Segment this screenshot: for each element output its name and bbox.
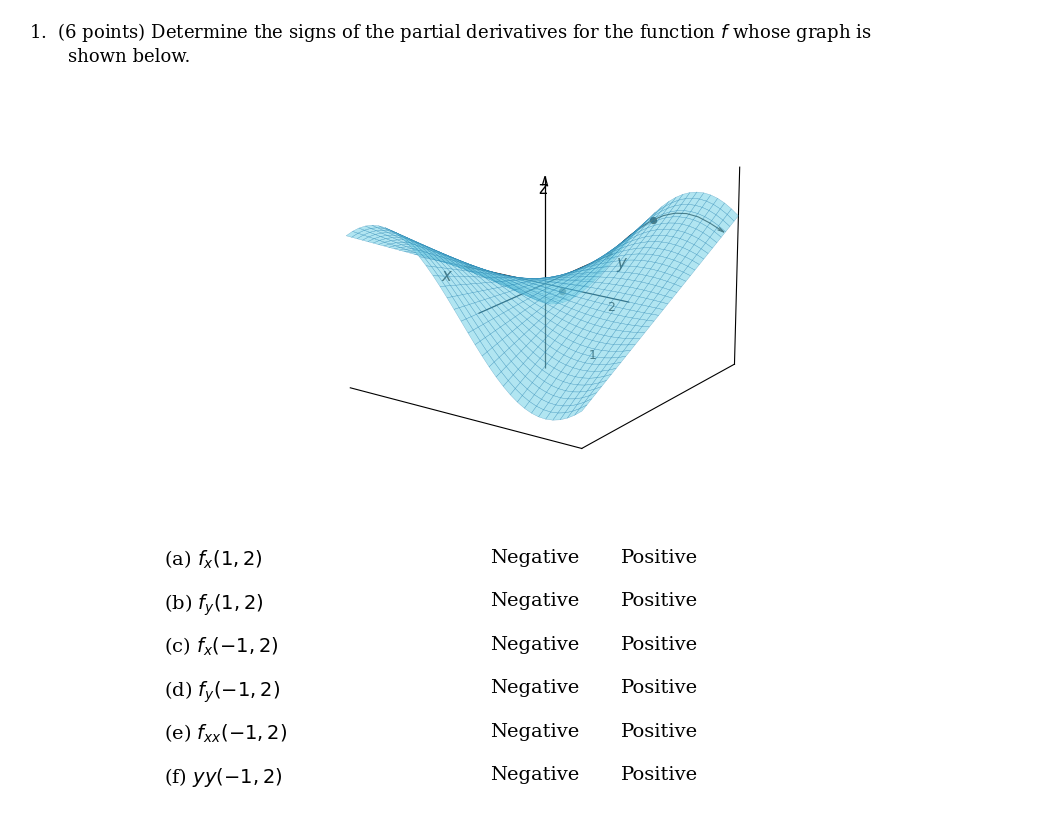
- Text: Positive: Positive: [621, 592, 697, 610]
- Text: Negative: Negative: [490, 679, 580, 697]
- Text: (e) $f_{xx}(-1, 2)$: (e) $f_{xx}(-1, 2)$: [164, 723, 287, 745]
- Text: Positive: Positive: [621, 679, 697, 697]
- Text: Positive: Positive: [621, 636, 697, 653]
- Text: (b) $f_y(1, 2)$: (b) $f_y(1, 2)$: [164, 592, 264, 618]
- Text: Negative: Negative: [490, 636, 580, 653]
- Text: Positive: Positive: [621, 766, 697, 784]
- Text: Negative: Negative: [490, 766, 580, 784]
- Text: (c) $f_x(-1, 2)$: (c) $f_x(-1, 2)$: [164, 636, 279, 658]
- Text: (a) $f_x(1, 2)$: (a) $f_x(1, 2)$: [164, 548, 263, 571]
- Text: (d) $f_y(-1, 2)$: (d) $f_y(-1, 2)$: [164, 679, 280, 705]
- Text: Positive: Positive: [621, 548, 697, 567]
- Text: Negative: Negative: [490, 723, 580, 741]
- Text: (f) $yy(-1, 2)$: (f) $yy(-1, 2)$: [164, 766, 283, 789]
- Text: shown below.: shown below.: [68, 48, 190, 66]
- Text: Negative: Negative: [490, 592, 580, 610]
- Text: Positive: Positive: [621, 723, 697, 741]
- Text: Negative: Negative: [490, 548, 580, 567]
- Text: 1.  (6 points) Determine the signs of the partial derivatives for the function $: 1. (6 points) Determine the signs of the…: [29, 21, 872, 44]
